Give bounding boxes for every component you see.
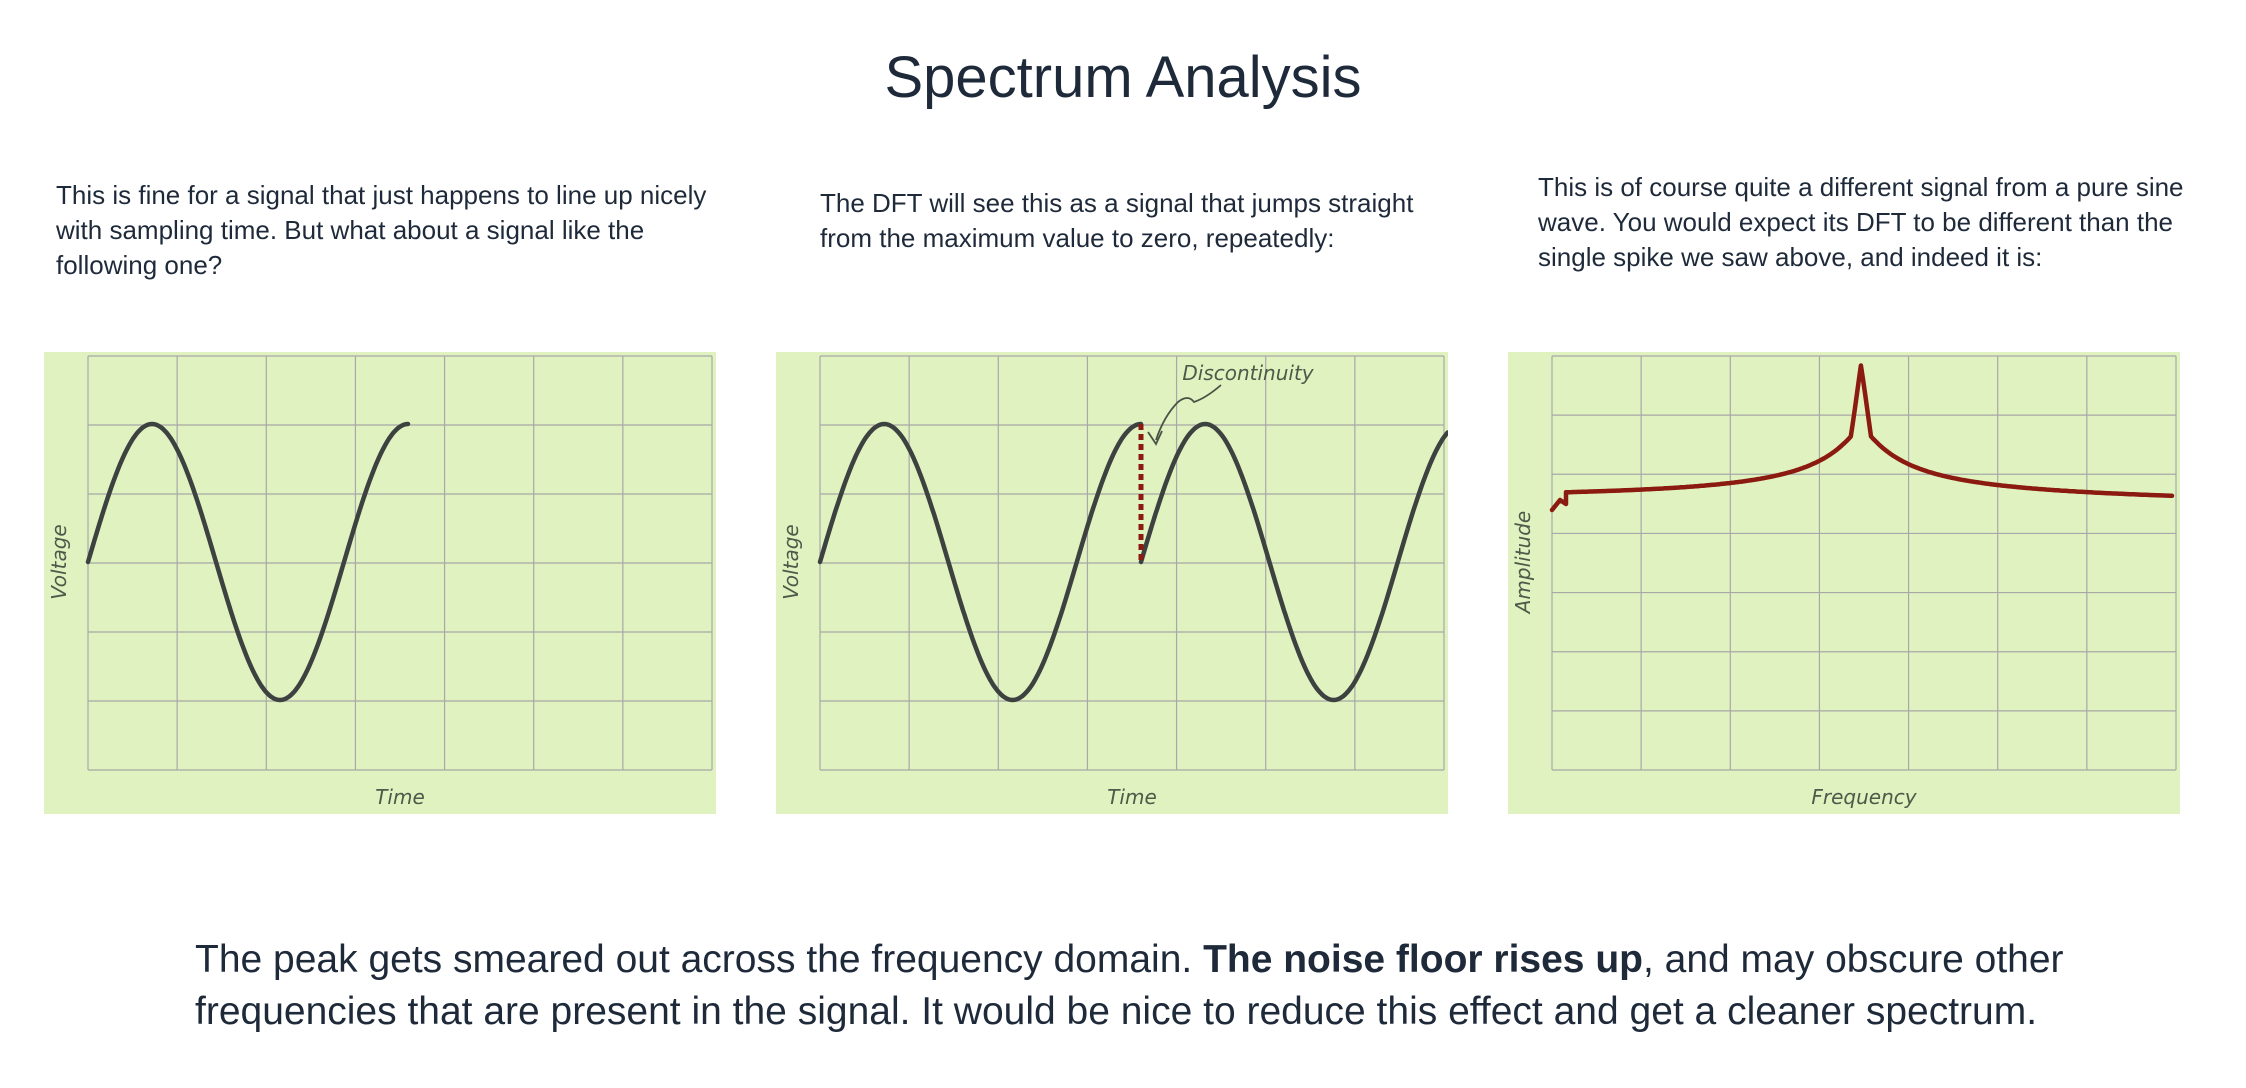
column-1-text: This is fine for a signal that just happ… — [56, 180, 707, 280]
spectrum-curve — [1549, 363, 2175, 513]
plot-grid — [87, 355, 713, 771]
column-2-text: The DFT will see this as a signal that j… — [820, 188, 1414, 253]
x-axis-label: Time — [375, 785, 425, 809]
discontinuity-annotation: Discontinuity — [1182, 361, 1314, 385]
y-axis-label: Voltage — [47, 524, 71, 599]
summary-emphasis: The noise floor rises up — [1203, 938, 1643, 981]
page-title: Spectrum Analysis — [884, 45, 1362, 110]
x-axis-label: Time — [1107, 785, 1157, 809]
x-axis-label: Frequency — [1811, 785, 1917, 809]
sine-wave-plot: Time Voltage — [44, 352, 716, 814]
column-3-text: This is of course quite a different sign… — [1538, 172, 2184, 272]
annotation-arrowhead — [1147, 430, 1163, 446]
annotation-arrow — [1155, 384, 1222, 441]
summary-paragraph: The peak gets smeared out across the fre… — [195, 934, 2075, 1038]
repeated-signal-curve — [817, 421, 1448, 703]
y-axis-label: Voltage — [779, 524, 803, 599]
plot-grid — [819, 355, 1445, 771]
y-axis-label: Amplitude — [1511, 511, 1535, 616]
plot-grid — [1551, 355, 2177, 771]
summary-text-start: The peak gets smeared out across the fre… — [195, 938, 1204, 981]
discontinuity-plot: Discontinuity Time Voltage — [776, 352, 1448, 814]
sine-wave-curve — [85, 421, 411, 703]
spectrum-plot: Frequency Amplitude — [1508, 352, 2180, 814]
summary-text-end: , and may obscure other frequencies that… — [195, 938, 2064, 1033]
